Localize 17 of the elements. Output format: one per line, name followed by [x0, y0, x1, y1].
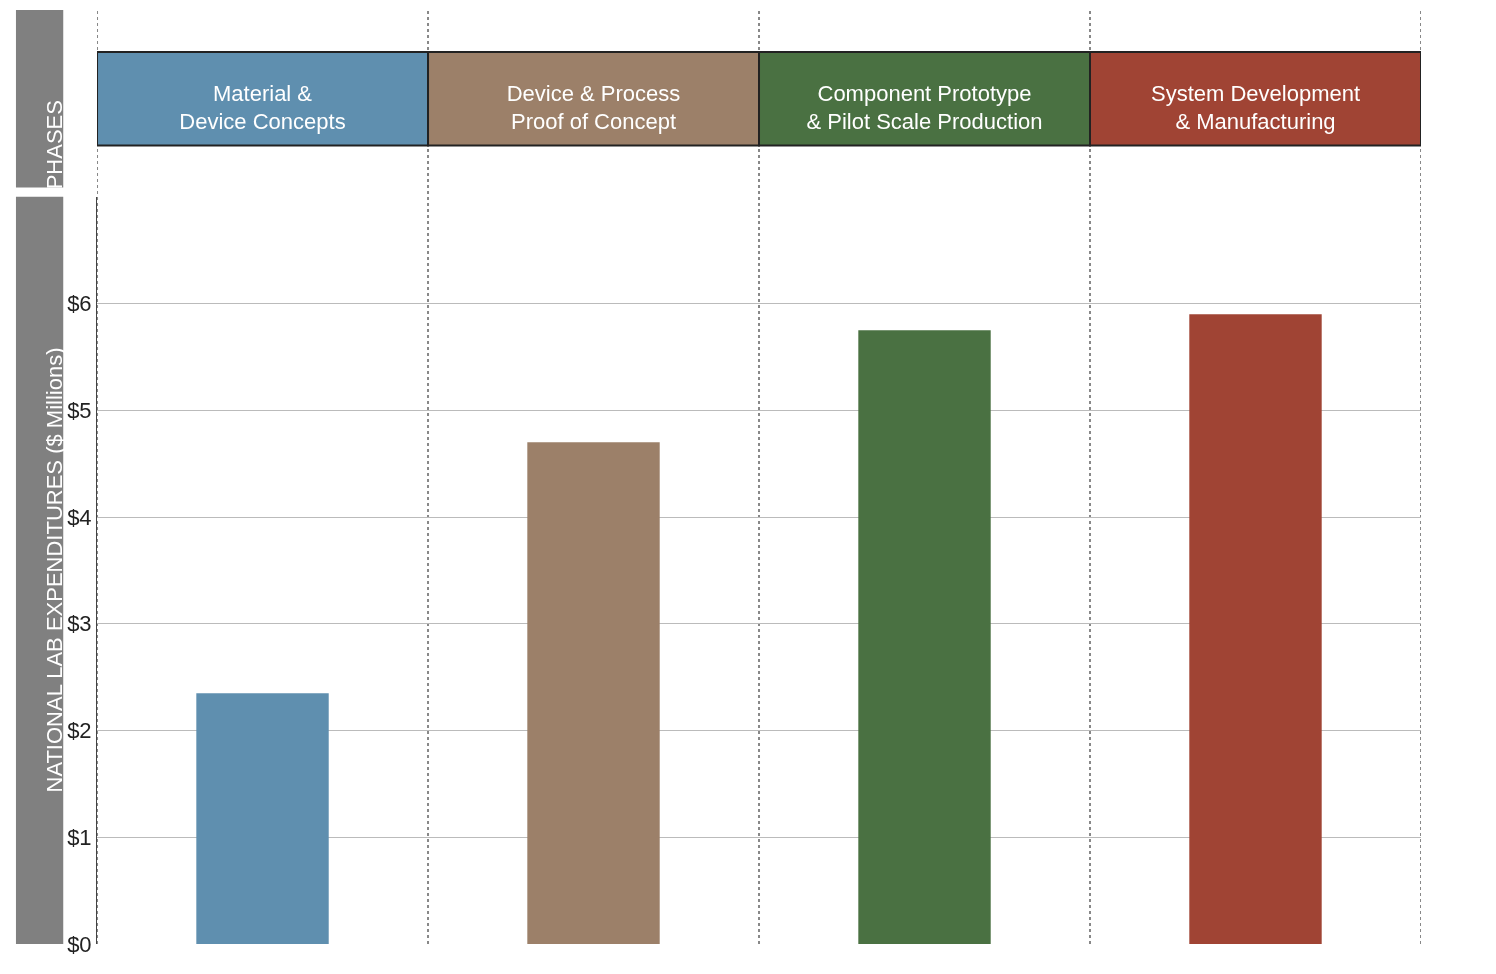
y-tick-label: $1	[67, 824, 92, 850]
y-tick-label: $3	[67, 611, 92, 637]
y-axis-title: NATIONAL LAB EXPENDITURES ($ Millions)	[41, 347, 67, 793]
x-tick-label: Material & Device Concepts	[179, 80, 346, 135]
x-tick-label: Component Prototype & Pilot Scale Production	[806, 80, 1043, 135]
y-tick-label: $6	[67, 291, 92, 317]
bar	[858, 330, 991, 944]
y-tick-label: $4	[67, 504, 92, 530]
text: PHASES	[41, 100, 67, 190]
bar	[1189, 314, 1322, 944]
bar	[196, 693, 329, 944]
bar	[527, 442, 660, 944]
x-tick-label: System Development & Manufacturing	[1150, 80, 1361, 135]
y-tick-label: $2	[67, 718, 92, 744]
y-tick-label: $5	[67, 397, 92, 423]
y-tick-label: $0	[67, 931, 92, 957]
x-tick-label: Device & Process Proof of Concept	[506, 80, 681, 135]
